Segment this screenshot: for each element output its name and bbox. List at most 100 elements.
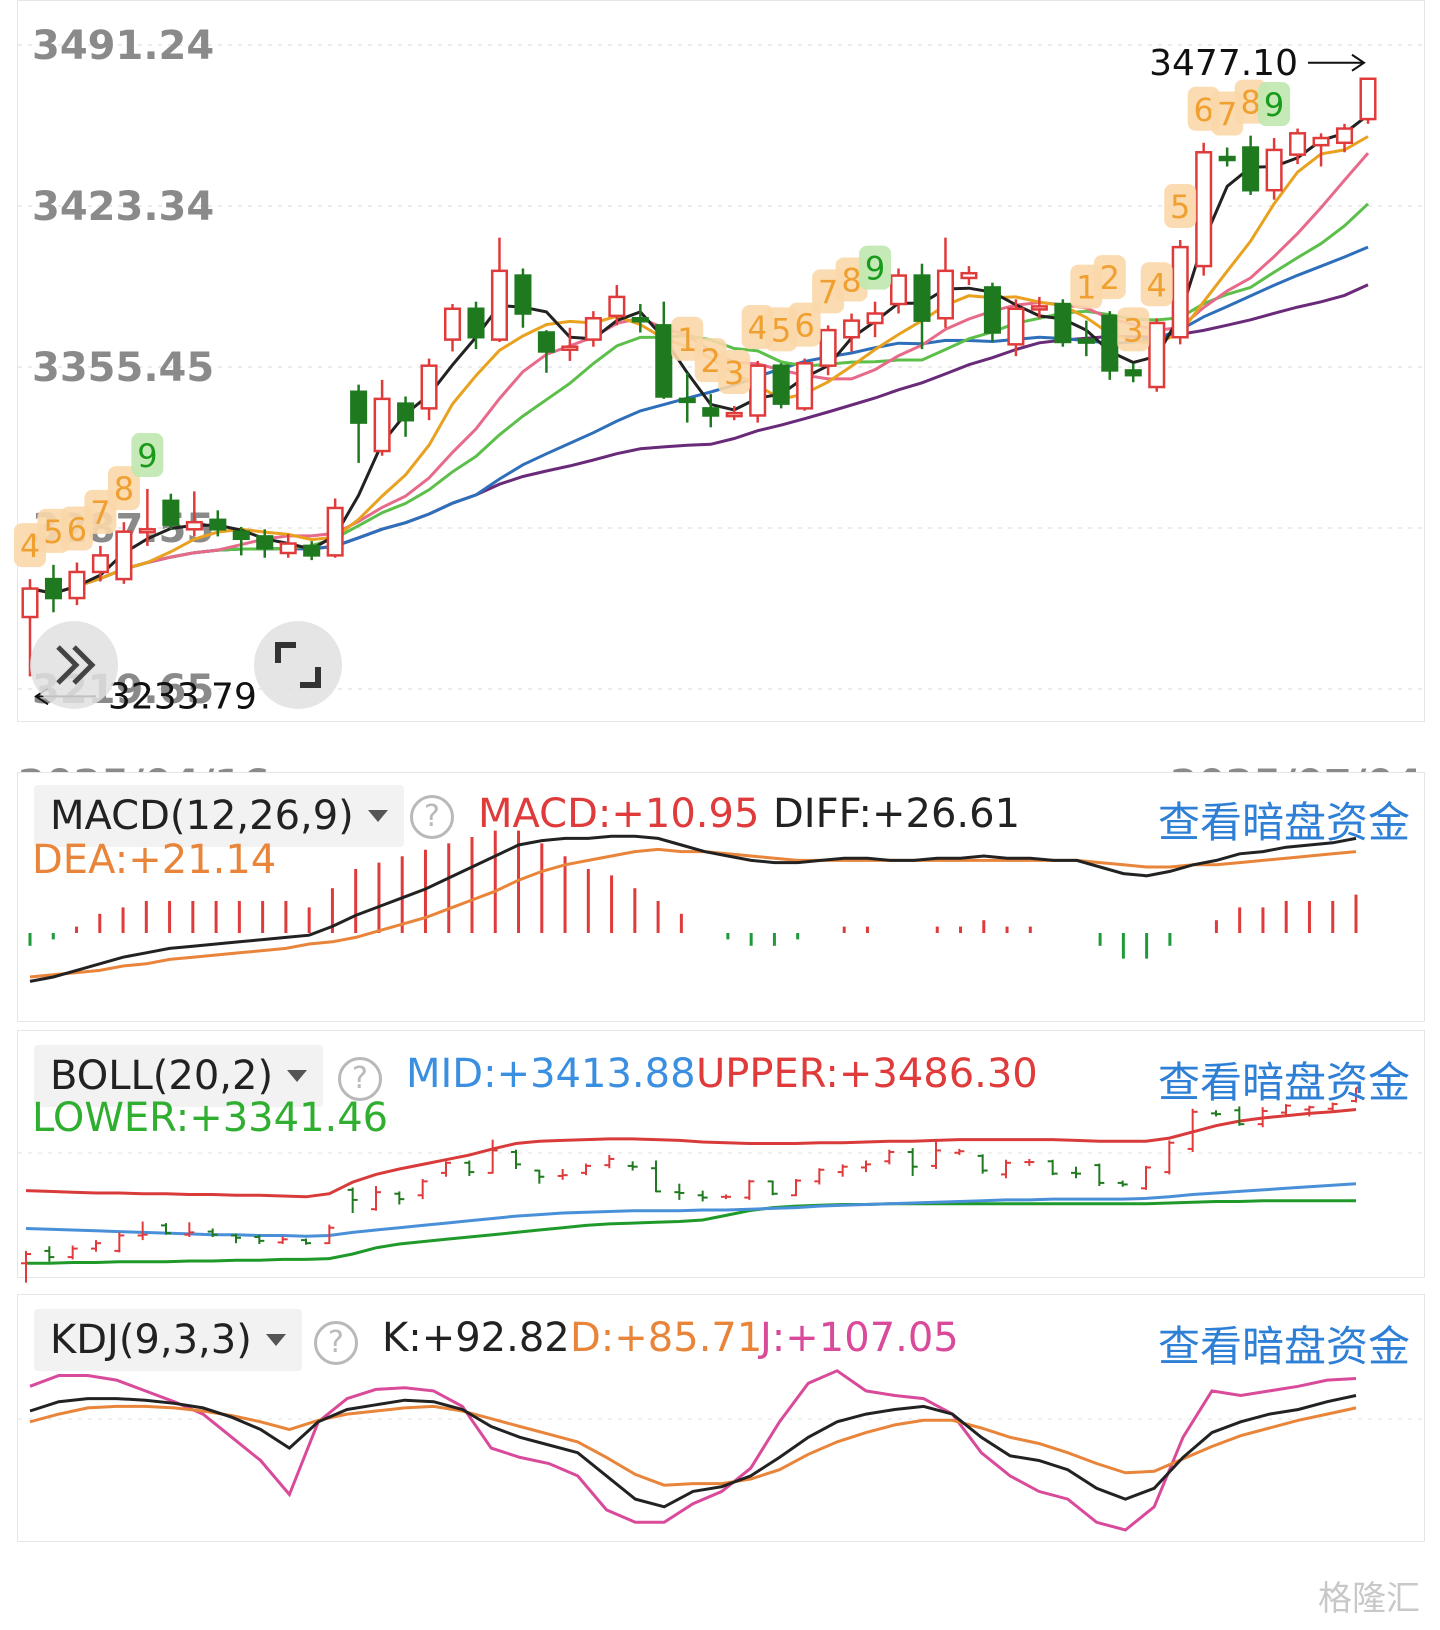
td-count-bg [131,432,164,477]
fullscreen-icon [275,642,321,688]
ohlc-bar [301,1238,311,1245]
macd-header: MACD(12,26,9) ? MACD:+10.95 DIFF:+26.61 … [18,785,1424,847]
candle-body [537,331,555,353]
candle [1030,296,1048,319]
candle-body [467,307,485,339]
ohlc-bar [814,1168,825,1185]
candle-body [913,274,931,322]
candle-body [443,307,462,341]
expand-sidebar-button[interactable] [30,621,118,709]
candle [631,304,649,333]
boll-panel: BOLL(20,2) ? MID:+3413.88 UPPER:+3486.30… [17,1030,1426,1283]
ohlc-bar [744,1179,755,1200]
candle [68,562,86,606]
ohlc-bar [581,1163,591,1176]
ohlc-bar [1327,1102,1338,1112]
help-icon[interactable]: ? [338,1057,382,1101]
boll-header: BOLL(20,2) ? MID:+3413.88 UPPER:+3486.30… [18,1045,1424,1107]
td-count-label: 7 [90,494,110,532]
candle-body [749,364,767,417]
double-chevron-right-icon [56,645,96,685]
candle [467,301,485,350]
candle [1289,128,1307,165]
candle [397,396,415,437]
td-count-label: 4 [20,527,40,565]
ohlc-bar [721,1194,731,1200]
candle-body [843,319,861,339]
candle-body [350,390,368,424]
candle [608,285,626,326]
ohlc-bar [697,1190,708,1202]
boll-selector-label: BOLL(20,2) [50,1053,274,1099]
candle-body [44,577,63,600]
macd-value: MACD:+10.95 [478,791,760,837]
ohlc-bar [1047,1159,1058,1176]
candle [303,541,321,561]
ohlc-bar [464,1160,475,1176]
dark-pool-funds-link[interactable]: 查看暗盘资金 [1157,1058,1410,1107]
td-count-bg [1140,262,1173,307]
dark-pool-funds-link[interactable]: 查看暗盘资金 [1157,798,1410,847]
candle-body [819,328,837,367]
candle-body [678,397,696,404]
j-line [29,1369,1357,1532]
candle-body [91,554,109,574]
ohlc-bar [884,1149,895,1165]
candle [1218,147,1236,167]
dark-pool-funds-link[interactable]: 查看暗盘资金 [1157,1322,1410,1371]
kdj-selector[interactable]: KDJ(9,3,3) [34,1309,302,1371]
td-count-label: 6 [1194,91,1214,129]
candle [678,372,696,423]
macd-selector[interactable]: MACD(12,26,9) [34,785,404,847]
lower-band-line [26,1199,1356,1265]
candle-body [983,286,1001,334]
candle [91,545,109,582]
ohlc-bar [837,1164,848,1177]
upper-value: UPPER:+3486.30 [696,1051,1038,1097]
candle-body [1124,369,1142,377]
candle [232,526,250,556]
candle-body [279,542,297,555]
td-count-label: 7 [1217,96,1237,134]
candle [889,268,908,314]
td-count-label: 5 [43,513,63,551]
candle [725,405,743,421]
ohlc-bar [1211,1110,1221,1117]
candle [1148,318,1166,392]
candle [537,330,555,373]
ohlc-bar [1141,1165,1151,1190]
help-icon[interactable]: ? [410,795,454,839]
td-count-label: 5 [771,311,791,349]
candle [279,534,297,558]
candle-body [796,362,814,410]
candle-body [889,274,908,306]
boll-selector[interactable]: BOLL(20,2) [34,1045,324,1107]
fullscreen-button[interactable] [254,621,342,709]
candle [1171,240,1189,345]
candle-body [1242,146,1260,192]
y-tick-label: 3423.34 [32,184,214,230]
td-count-bg [1164,184,1197,229]
td-count-badge: 9 [1258,82,1291,127]
macd-chart [28,830,1358,983]
candle-body [608,295,626,318]
candle [1335,123,1354,153]
candle [514,268,532,328]
ohlc-bar [417,1179,428,1200]
help-icon[interactable]: ? [314,1321,358,1365]
high-arrow-head [1351,53,1366,72]
candle-body [1195,151,1213,268]
candle [185,491,203,537]
candle [819,325,837,376]
ohlc-bar [1117,1180,1128,1187]
candle-body [162,499,180,526]
candle [1312,133,1330,167]
candle [1077,320,1095,357]
candle-body [1218,155,1236,162]
ma30-line [29,202,1370,595]
ohlc-bar [627,1161,638,1171]
td-count-label: 6 [794,307,814,345]
td-count-label: 7 [818,273,838,311]
candle-body [326,506,344,557]
candle-body [1148,321,1166,389]
